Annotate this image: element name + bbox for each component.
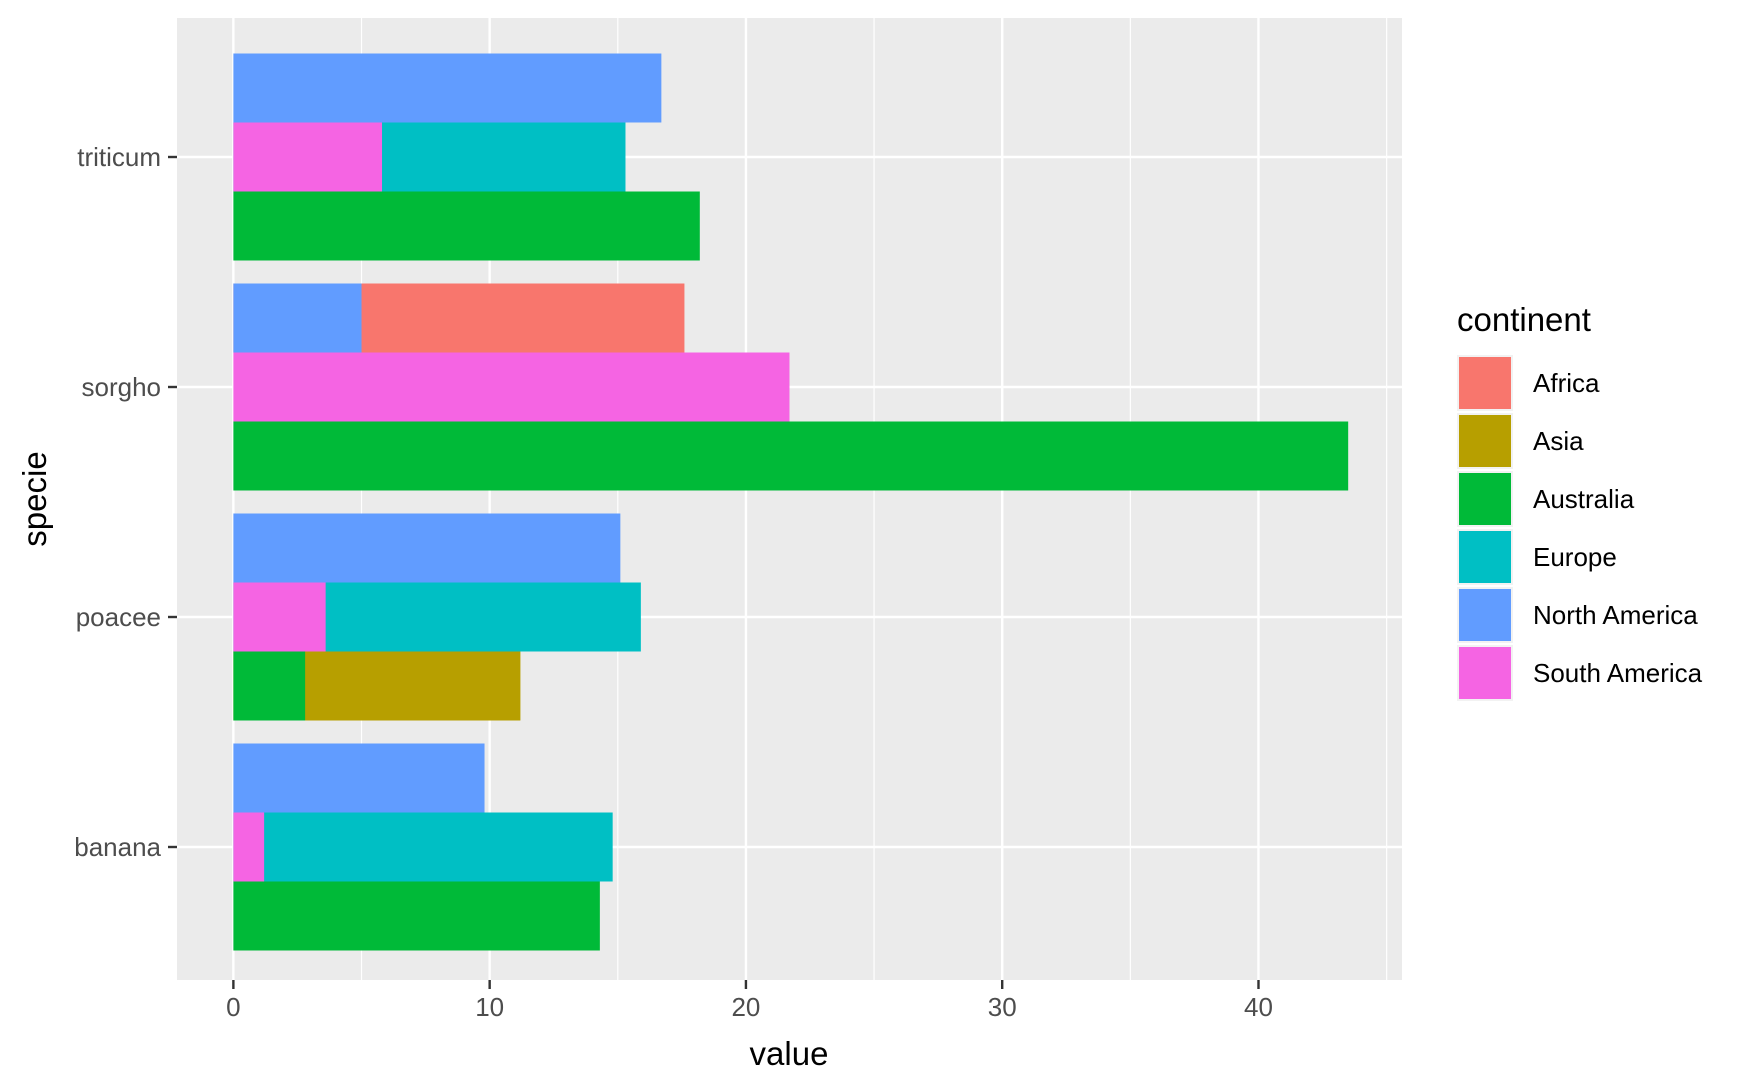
y-axis: triticum sorgho poacee banana — [74, 142, 177, 862]
bar-triticum-australia — [233, 191, 700, 261]
bar-sorgho-australia — [233, 421, 1349, 491]
legend-label: Africa — [1533, 368, 1600, 398]
bar-banana-north-america — [233, 743, 485, 813]
legend-swatch-north-america — [1459, 589, 1511, 641]
legend-title: continent — [1457, 301, 1591, 338]
bar-banana-europe — [233, 812, 613, 882]
y-tick-label-poacee: poacee — [76, 602, 161, 632]
x-tick-label: 30 — [988, 992, 1017, 1022]
legend-label: North America — [1533, 600, 1698, 630]
legend-swatch-australia — [1459, 473, 1511, 525]
x-tick-label: 20 — [731, 992, 760, 1022]
x-tick-label: 10 — [475, 992, 504, 1022]
x-axis-title: value — [750, 1035, 829, 1072]
y-axis-title: specie — [16, 451, 53, 546]
bar-triticum-south-america — [233, 122, 383, 192]
legend-label: South America — [1533, 658, 1703, 688]
bar-poacee-north-america — [233, 513, 621, 583]
bar-poacee-australia — [233, 651, 306, 721]
legend-swatch-asia — [1459, 415, 1511, 467]
legend-label: Asia — [1533, 426, 1584, 456]
legend-swatch-south-america — [1459, 647, 1511, 699]
bar-triticum-north-america — [233, 53, 662, 123]
bar-banana-south-america — [233, 812, 265, 882]
bar-poacee-south-america — [233, 582, 326, 652]
x-axis: 0 10 20 30 40 — [226, 980, 1273, 1022]
y-tick-label-banana: banana — [74, 832, 161, 862]
legend: continent Africa Asia Australia Europe North… — [1457, 301, 1703, 701]
y-tick-label-sorgho: sorgho — [82, 372, 162, 402]
x-tick-label: 40 — [1244, 992, 1273, 1022]
legend-swatch-africa — [1459, 357, 1511, 409]
bar-sorgho-north-america — [233, 283, 362, 353]
legend-swatch-europe — [1459, 531, 1511, 583]
legend-label: Europe — [1533, 542, 1617, 572]
x-tick-label: 0 — [226, 992, 240, 1022]
bar-sorgho-south-america — [233, 352, 790, 422]
y-tick-label-triticum: triticum — [77, 142, 161, 172]
bars — [233, 53, 1349, 951]
bar-banana-australia — [233, 881, 600, 951]
legend-label: Australia — [1533, 484, 1635, 514]
